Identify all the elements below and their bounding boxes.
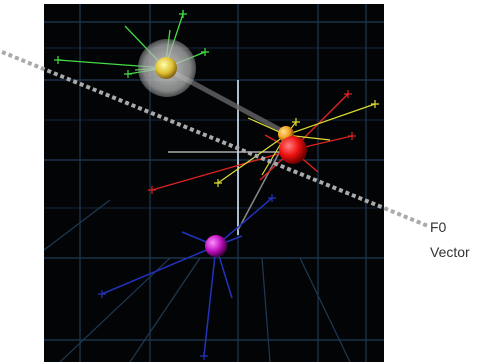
blue-cluster — [101, 197, 273, 357]
node-tip-markers — [54, 10, 379, 360]
yellow-node[interactable] — [155, 57, 177, 79]
red-node[interactable] — [279, 136, 307, 164]
connection-edges — [163, 65, 290, 231]
vector-label-vector: Vector — [430, 244, 470, 260]
vector-label-f0: F0 — [430, 219, 447, 235]
magenta-node[interactable] — [205, 235, 227, 257]
red-cluster — [151, 93, 353, 191]
f0-vector-line — [1, 50, 429, 228]
